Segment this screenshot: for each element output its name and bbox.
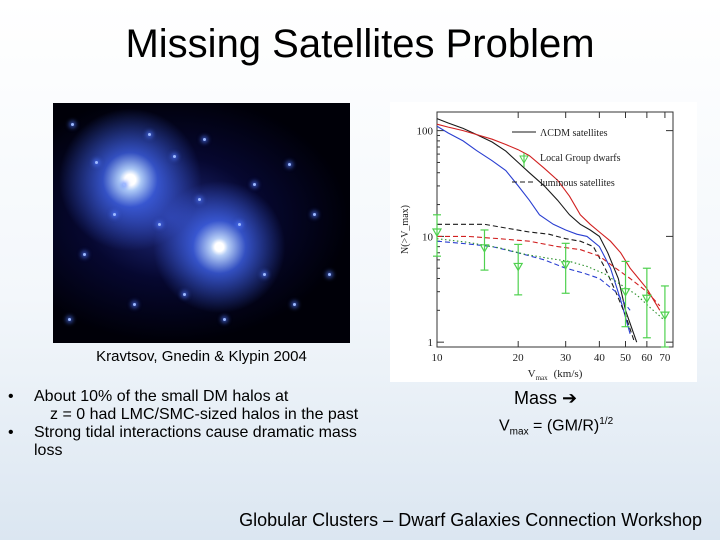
legend-entry: Local Group dwarfs [540, 153, 621, 164]
x-tick-label: 20 [513, 352, 525, 364]
bullet-item: About 10% of the small DM halos at z = 0… [8, 388, 378, 424]
data-point [479, 244, 490, 254]
footer-text: Globular Clusters – Dwarf Galaxies Conne… [239, 510, 702, 530]
series-line [436, 240, 631, 311]
series-line [437, 235, 661, 307]
y-tick-label: 1 [428, 337, 434, 349]
legend-swatch [519, 155, 529, 165]
vmax-equation: = (GM/R) [528, 417, 600, 435]
series-line [436, 125, 631, 334]
legend-entry: ΛCDM satellites [540, 128, 608, 139]
series-line [436, 238, 666, 322]
y-tick-label: 10 [422, 231, 434, 243]
x-tick-label: 10 [432, 352, 444, 364]
data-point [620, 288, 631, 297]
x-tick-label: 40 [594, 352, 606, 364]
data-point [513, 262, 524, 272]
y-tick-label: 100 [417, 126, 434, 138]
vmax-formula: Vmax = (GM/R)1/2 [499, 416, 613, 438]
data-point [659, 311, 670, 321]
bullet-text: Strong tidal interactions cause dramatic… [34, 424, 357, 459]
x-tick-label: 70 [659, 352, 671, 364]
vmax-exponent: 1/2 [599, 416, 614, 427]
satellite-count-chart: 10 20 30 40 50 60 70 1 10 100 Vmax (km/s) N(>V_max) Λ… [390, 102, 697, 382]
series-line [436, 123, 661, 311]
vmax-symbol: V [499, 417, 510, 435]
y-axis-label: N(>V_max) [400, 205, 411, 254]
bullet-text-continued: z = 0 had LMC/SMC-sized halos in the pas… [50, 406, 359, 423]
data-point [560, 261, 571, 270]
vmax-subscript: max [509, 426, 529, 438]
legend-entry: luminous satellites [540, 178, 615, 189]
data-point [431, 228, 443, 238]
mass-label: Mass ➔ [514, 388, 577, 409]
x-tick-label: 60 [641, 352, 653, 364]
mass-text: Mass [514, 388, 558, 408]
right-arrow-icon: ➔ [562, 388, 578, 408]
x-axis-label: Vmax (km/s) [528, 368, 583, 382]
bullet-text: About 10% of the small DM halos at [34, 388, 289, 405]
x-tick-label: 30 [560, 352, 572, 364]
simulation-image [53, 103, 350, 343]
data-point [641, 294, 652, 304]
bullet-list: About 10% of the small DM halos at z = 0… [8, 388, 378, 460]
x-tick-label: 50 [620, 352, 632, 364]
bullet-item: Strong tidal interactions cause dramatic… [8, 424, 378, 460]
slide-title: Missing Satellites Problem [125, 22, 595, 66]
image-credit: Kravtsov, Gnedin & Klypin 2004 [96, 348, 307, 365]
